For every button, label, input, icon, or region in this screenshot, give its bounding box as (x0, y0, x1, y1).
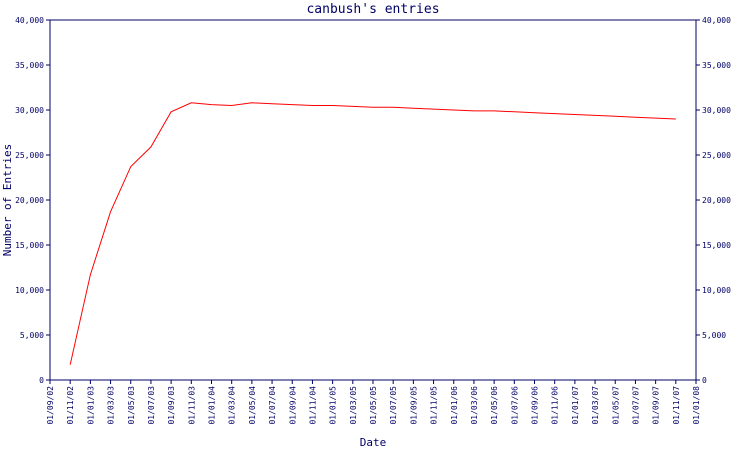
x-tick-label: 01/09/02 (46, 386, 55, 425)
x-tick-label: 01/09/04 (288, 386, 297, 425)
x-axis-label: Date (360, 436, 387, 449)
x-tick-label: 01/09/07 (652, 386, 661, 425)
y2-tick-label: 5,000 (702, 331, 726, 340)
x-tick-label: 01/07/07 (631, 386, 640, 425)
y2-tick-label: 15,000 (702, 241, 731, 250)
x-tick-label: 01/11/07 (672, 386, 681, 425)
x-tick-label: 01/05/06 (490, 386, 499, 425)
y-tick-label: 25,000 (15, 151, 44, 160)
data-line (69, 102, 676, 365)
y2-tick-label: 0 (702, 376, 707, 385)
y2-tick-label: 20,000 (702, 196, 731, 205)
y-tick-label: 0 (39, 376, 44, 385)
x-tick-label: 01/05/03 (127, 386, 136, 425)
x-tick-label: 01/03/07 (591, 386, 600, 425)
x-tick-label: 01/01/03 (86, 386, 95, 425)
x-tick-label: 01/11/06 (551, 386, 560, 425)
y-tick-label: 20,000 (15, 196, 44, 205)
x-tick-label: 01/07/05 (389, 386, 398, 425)
x-tick-label: 01/07/03 (147, 386, 156, 425)
x-tick-label: 01/05/07 (611, 386, 620, 425)
x-tick-label: 01/11/04 (308, 386, 317, 425)
y-axis-label: Number of Entries (1, 144, 14, 257)
x-tick-label: 01/01/07 (571, 386, 580, 425)
x-tick-label: 01/09/03 (167, 386, 176, 425)
x-tick-label: 01/05/04 (248, 386, 257, 425)
y-tick-label: 35,000 (15, 61, 44, 70)
x-tick-label: 01/03/05 (349, 386, 358, 425)
x-tick-label: 01/03/03 (107, 386, 116, 425)
y-tick-label: 10,000 (15, 286, 44, 295)
chart-title: canbush's entries (306, 2, 439, 17)
y2-tick-label: 30,000 (702, 106, 731, 115)
y-tick-label: 30,000 (15, 106, 44, 115)
x-tick-label: 01/01/04 (208, 386, 217, 425)
y2-tick-label: 40,000 (702, 16, 731, 25)
x-tick-label: 01/11/05 (430, 386, 439, 425)
x-tick-label: 01/01/05 (329, 386, 338, 425)
x-tick-label: 01/07/06 (510, 386, 519, 425)
y-tick-label: 40,000 (15, 16, 44, 25)
x-tick-label: 01/09/05 (409, 386, 418, 425)
x-tick-label: 01/05/05 (369, 386, 378, 425)
x-tick-label: 01/01/06 (450, 386, 459, 425)
y2-tick-label: 25,000 (702, 151, 731, 160)
x-tick-label: 01/11/02 (66, 386, 75, 425)
y2-tick-label: 10,000 (702, 286, 731, 295)
plot-frame (49, 19, 697, 381)
y-tick-label: 15,000 (15, 241, 44, 250)
x-tick-label: 01/03/06 (470, 386, 479, 425)
x-tick-label: 01/01/08 (692, 386, 701, 425)
x-tick-label: 01/03/04 (228, 386, 237, 425)
x-tick-label: 01/11/03 (187, 386, 196, 425)
x-tick-label: 01/09/06 (531, 386, 540, 425)
x-tick-label: 01/07/04 (268, 386, 277, 425)
y2-tick-label: 35,000 (702, 61, 731, 70)
y-tick-label: 5,000 (20, 331, 44, 340)
